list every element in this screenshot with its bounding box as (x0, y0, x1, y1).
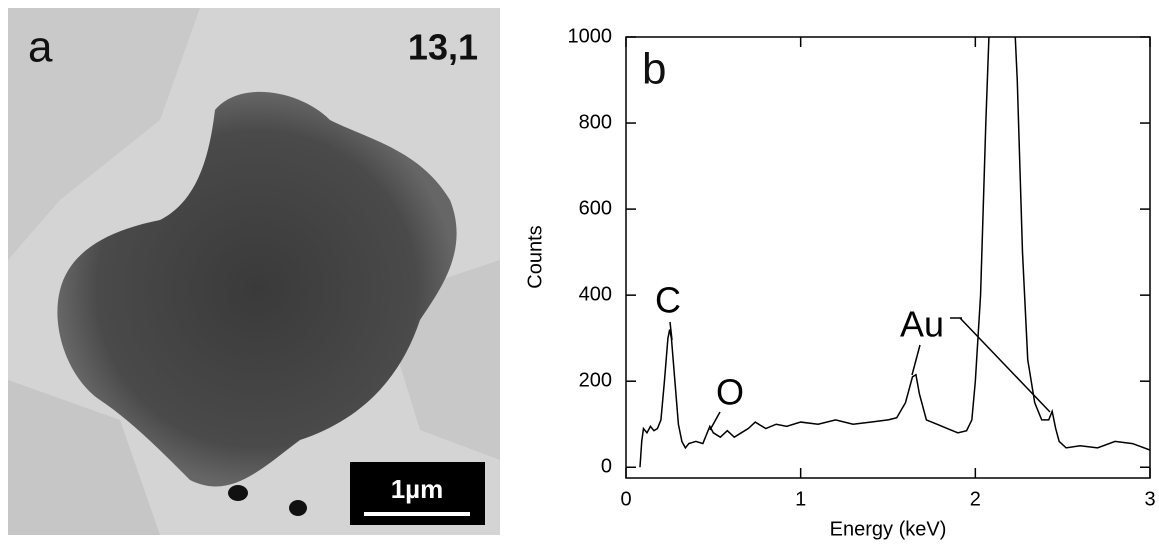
x-tick-label: 3 (1144, 488, 1155, 510)
leader-line (709, 411, 721, 431)
x-tick-label: 0 (620, 488, 631, 510)
pore (228, 485, 248, 501)
peak-label: C (655, 280, 681, 321)
panel-label: b (642, 45, 666, 94)
leader-line (959, 317, 1051, 413)
scale-bar-label: 1µm (391, 474, 444, 504)
leader-line (669, 321, 673, 341)
micrograph: a 13,1 1µm (8, 8, 500, 535)
peak-label: O (716, 372, 744, 413)
particle (57, 91, 457, 487)
panel-label: a (28, 23, 53, 72)
texture (8, 380, 160, 535)
spectrum-chart: b Energy (keV) Counts 0 1 2 3 0 200 400 600 800 1… (524, 25, 1155, 540)
pore (289, 500, 307, 516)
y-axis-label: Counts (524, 225, 546, 288)
y-tick-label: 200 (579, 369, 612, 391)
y-tick-label: 400 (579, 283, 612, 305)
leader-line (911, 344, 921, 376)
y-tick-label: 600 (579, 197, 612, 219)
peak-label: Au (900, 304, 944, 345)
plot-frame (625, 36, 1151, 479)
texture (8, 8, 200, 260)
y-tick-label: 1000 (568, 25, 613, 47)
x-tick-label: 2 (970, 488, 981, 510)
x-axis-label: Energy (keV) (830, 518, 947, 540)
y-tick-label: 0 (601, 456, 612, 478)
x-tick-label: 1 (795, 488, 806, 510)
sample-tag: 13,1 (408, 27, 478, 68)
y-tick-label: 800 (579, 111, 612, 133)
